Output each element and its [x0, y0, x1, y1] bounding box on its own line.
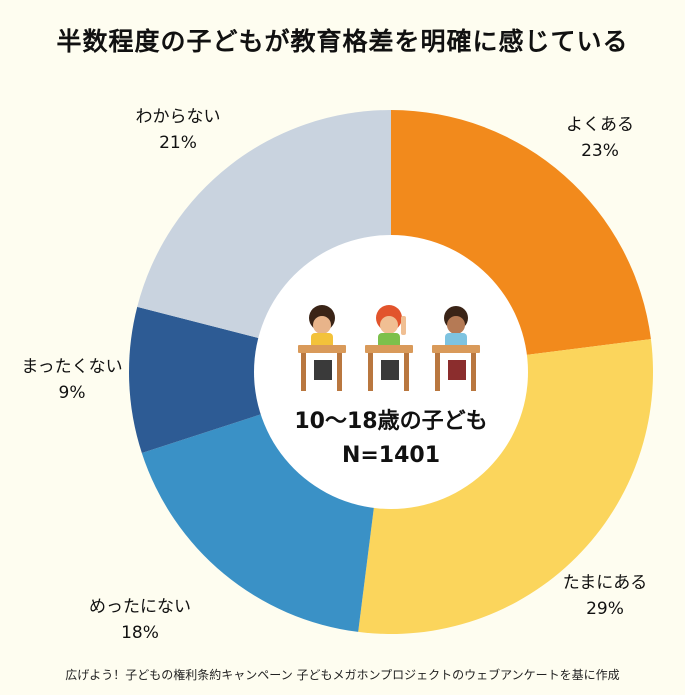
- slice-label-category: めったにない: [89, 597, 191, 617]
- slice-label-category: まったくない: [21, 357, 122, 377]
- slice-label-value: 9%: [59, 383, 86, 403]
- slice-label-value: 29%: [586, 599, 624, 619]
- chart-title: 半数程度の子どもが教育格差を明確に感じている: [56, 27, 629, 56]
- center-label-sample: 10〜18歳の子ども: [294, 409, 487, 434]
- slice-label-category: わからない: [136, 107, 221, 127]
- center-label-n: N=1401: [342, 443, 440, 468]
- slice-label-category: たまにある: [563, 573, 648, 593]
- slice-label-category: よくある: [566, 115, 634, 135]
- slice-label-value: 18%: [121, 623, 159, 643]
- source-note: 広げよう！子どもの権利条約キャンペーン 子どもメガホンプロジェクトのウェブアンケ…: [65, 668, 620, 682]
- slice-label-value: 21%: [159, 133, 197, 153]
- slice-label-value: 23%: [581, 141, 619, 161]
- children-at-desks-illustration: [298, 305, 480, 391]
